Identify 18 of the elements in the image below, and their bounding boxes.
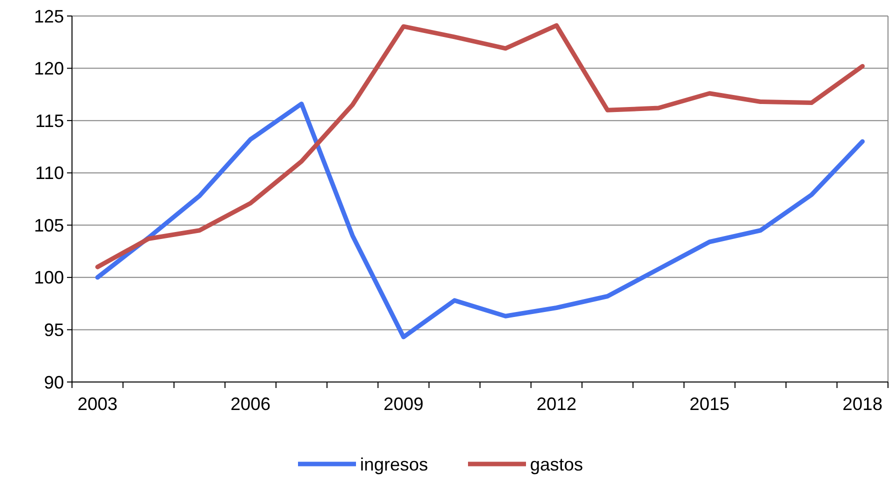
y-tick-label: 110 bbox=[35, 163, 64, 184]
legend-label: gastos bbox=[530, 454, 584, 474]
x-tick-label: 2009 bbox=[383, 394, 424, 414]
y-tick-label: 95 bbox=[44, 320, 64, 340]
y-tick-label: 90 bbox=[44, 372, 64, 392]
legend-label: ingresos bbox=[360, 454, 428, 474]
y-tick-label: 115 bbox=[35, 110, 64, 131]
line-series bbox=[95, 102, 865, 340]
line-series bbox=[95, 23, 865, 270]
y-tick-label: 125 bbox=[34, 6, 64, 26]
y-tick-label: 105 bbox=[34, 215, 64, 236]
x-tick-label: 2015 bbox=[689, 394, 730, 414]
y-tick-label: 120 bbox=[34, 58, 64, 79]
y-tick-label: 100 bbox=[34, 268, 64, 288]
x-tick-label: 2018 bbox=[842, 394, 883, 414]
x-tick-label: 2006 bbox=[230, 394, 271, 414]
x-tick-label: 2012 bbox=[536, 394, 577, 414]
x-tick-label: 2003 bbox=[77, 394, 118, 414]
